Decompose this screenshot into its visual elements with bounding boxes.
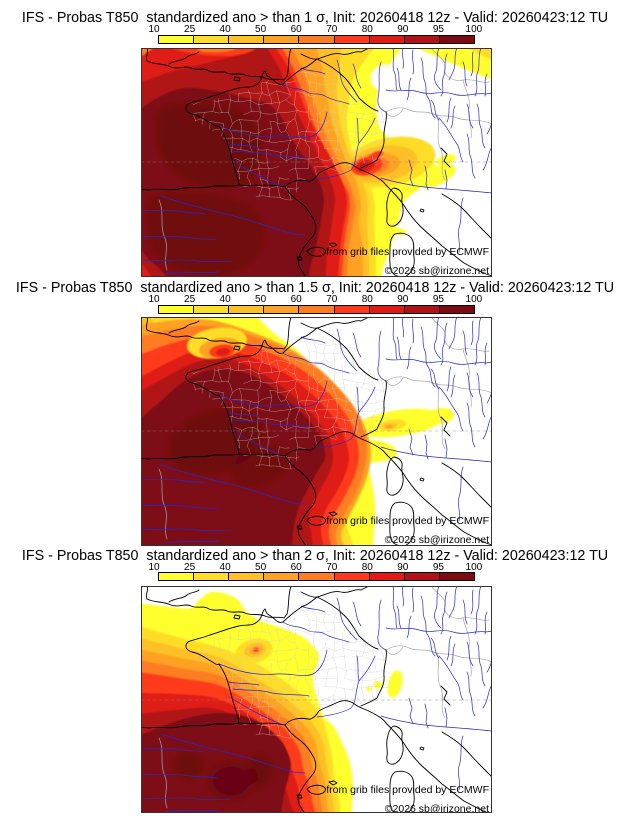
svg-text:©2026 sb@irizone.net: ©2026 sb@irizone.net — [385, 803, 489, 813]
svg-text:©2026 sb@irizone.net: ©2026 sb@irizone.net — [385, 265, 489, 277]
svg-text:from grib files provided by EC: from grib files provided by ECMWF — [326, 246, 489, 258]
svg-text:from grib files provided by EC: from grib files provided by ECMWF — [326, 515, 489, 527]
svg-text:©2026 sb@irizone.net: ©2026 sb@irizone.net — [385, 534, 489, 546]
svg-text:from grib files provided by EC: from grib files provided by ECMWF — [326, 784, 489, 796]
